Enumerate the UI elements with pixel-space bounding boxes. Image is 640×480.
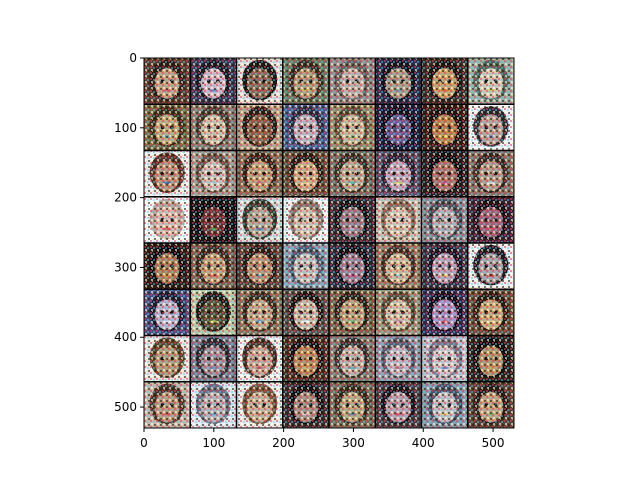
face-tile bbox=[467, 104, 514, 151]
face-tile bbox=[467, 381, 514, 428]
x-tick-label: 300 bbox=[342, 436, 365, 450]
y-tick-label: 300 bbox=[114, 260, 137, 274]
face-tile bbox=[467, 243, 514, 290]
axes-frame bbox=[143, 57, 515, 429]
face-tile bbox=[144, 196, 191, 243]
face-tile bbox=[190, 150, 237, 197]
face-tile bbox=[467, 335, 514, 382]
face-tile bbox=[236, 381, 283, 428]
face-tile bbox=[467, 196, 514, 243]
face-tile bbox=[144, 104, 191, 151]
grid-separators bbox=[144, 58, 514, 428]
face-tile bbox=[282, 335, 329, 382]
face-tile bbox=[375, 289, 422, 336]
face-tile bbox=[329, 381, 376, 428]
face-tile bbox=[421, 289, 468, 336]
face-tile bbox=[190, 381, 237, 428]
x-tick-label: 200 bbox=[272, 436, 295, 450]
face-tile bbox=[329, 289, 376, 336]
face-tile bbox=[144, 150, 191, 197]
y-tick-label: 0 bbox=[129, 51, 137, 65]
face-tile bbox=[236, 196, 283, 243]
face-tile bbox=[190, 58, 237, 105]
face-tile bbox=[282, 381, 329, 428]
face-tile bbox=[236, 150, 283, 197]
face-tile bbox=[190, 196, 237, 243]
y-tick-label: 400 bbox=[114, 330, 137, 344]
x-tick-label: 0 bbox=[140, 436, 148, 450]
face-tile bbox=[375, 58, 422, 105]
face-tile bbox=[375, 335, 422, 382]
face-tile bbox=[282, 150, 329, 197]
face-tile bbox=[236, 58, 283, 105]
face-tile bbox=[190, 335, 237, 382]
face-tile bbox=[375, 381, 422, 428]
face-tile bbox=[329, 243, 376, 290]
face-tile bbox=[421, 381, 468, 428]
face-tile bbox=[421, 196, 468, 243]
face-tile bbox=[421, 335, 468, 382]
face-tile bbox=[190, 289, 237, 336]
face-tile bbox=[282, 104, 329, 151]
x-axis: 0 100 200 300 400 500 bbox=[140, 428, 505, 450]
face-tile bbox=[375, 196, 422, 243]
face-tile bbox=[236, 335, 283, 382]
face-tile bbox=[375, 104, 422, 151]
face-tile bbox=[282, 58, 329, 105]
face-tile bbox=[144, 381, 191, 428]
face-tile bbox=[421, 104, 468, 151]
x-tick-label: 500 bbox=[482, 436, 505, 450]
face-tile bbox=[190, 243, 237, 290]
face-tile bbox=[236, 104, 283, 151]
face-tile bbox=[375, 243, 422, 290]
face-tile bbox=[282, 243, 329, 290]
face-tile bbox=[421, 243, 468, 290]
face-tile bbox=[421, 58, 468, 105]
face-tile bbox=[467, 289, 514, 336]
y-tick-label: 200 bbox=[114, 191, 137, 205]
face-tile bbox=[329, 196, 376, 243]
face-tile bbox=[329, 104, 376, 151]
y-tick-label: 500 bbox=[114, 400, 137, 414]
face-tile bbox=[190, 104, 237, 151]
face-tile bbox=[236, 243, 283, 290]
face-tile bbox=[467, 150, 514, 197]
x-tick-label: 400 bbox=[412, 436, 435, 450]
face-tile bbox=[282, 196, 329, 243]
face-tile bbox=[329, 150, 376, 197]
face-tile bbox=[144, 58, 191, 105]
face-tile bbox=[144, 289, 191, 336]
image-grid bbox=[144, 58, 514, 428]
face-tile bbox=[421, 150, 468, 197]
face-tile bbox=[329, 335, 376, 382]
face-tile bbox=[375, 150, 422, 197]
face-tile bbox=[144, 335, 191, 382]
y-axis: 0 100 200 300 400 500 bbox=[114, 51, 144, 414]
x-tick-label: 100 bbox=[202, 436, 225, 450]
face-tile bbox=[329, 58, 376, 105]
face-tile bbox=[236, 289, 283, 336]
y-tick-label: 100 bbox=[114, 121, 137, 135]
face-tile bbox=[144, 243, 191, 290]
face-tile bbox=[467, 58, 514, 105]
face-tile bbox=[282, 289, 329, 336]
